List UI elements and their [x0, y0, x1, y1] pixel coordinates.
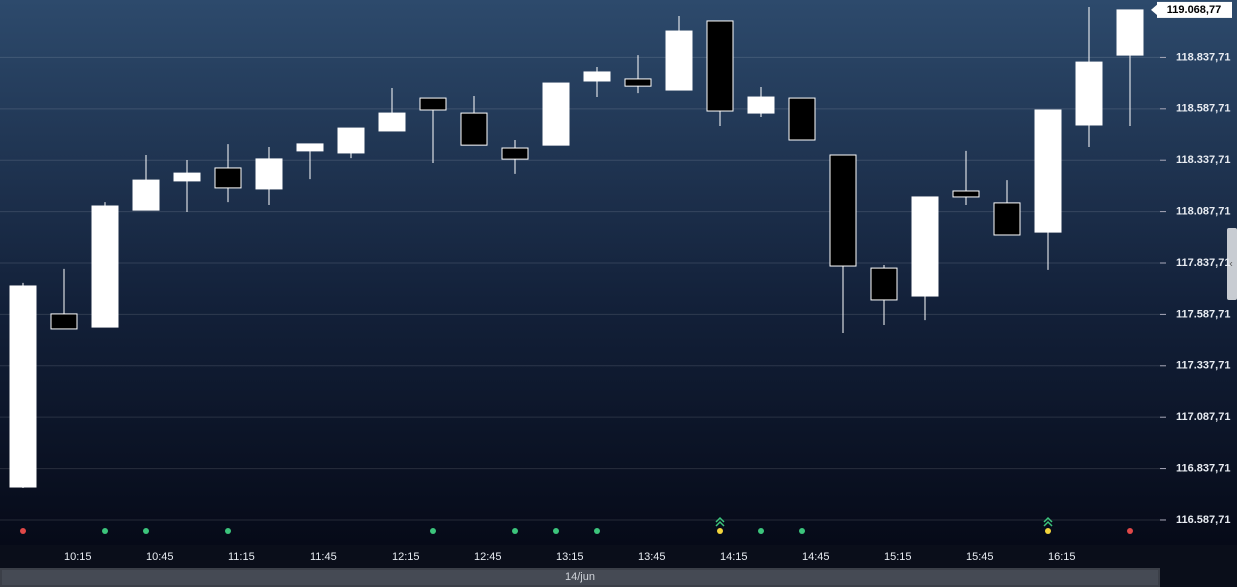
x-tick-label: 15:15 [884, 551, 912, 563]
candle-body [337, 127, 365, 154]
y-tick-label: 118.837,71 [1176, 51, 1230, 63]
candle-body [542, 82, 570, 146]
candle-body [788, 97, 816, 141]
marks [0, 6, 1160, 534]
x-tick-label: 11:15 [228, 551, 255, 563]
candle-body [173, 172, 201, 182]
y-tick-label: 117.087,71 [1176, 411, 1230, 423]
y-tick-label: 117.837,71 [1176, 257, 1230, 269]
x-tick-label: 16:15 [1048, 551, 1076, 563]
candle-body [9, 285, 37, 488]
last-price-pointer [1151, 3, 1158, 16]
handle-arrow[interactable]: ‹ [1229, 259, 1232, 270]
candle-body [1116, 9, 1144, 56]
signal-dot [20, 528, 26, 534]
y-tick-label: 118.587,71 [1176, 103, 1230, 115]
candle-body [624, 78, 652, 87]
signal-chevron [1043, 516, 1053, 527]
x-tick-label: 11:45 [310, 551, 337, 563]
candle-body [378, 112, 406, 132]
x-tick-label: 14:45 [802, 551, 830, 563]
signal-dot [594, 528, 600, 534]
candle-body [501, 147, 529, 160]
y-tick-label: 117.587,71 [1176, 308, 1230, 320]
signal-dot [143, 528, 149, 534]
candle-body [870, 267, 898, 301]
candle-body [952, 190, 980, 198]
signal-dot [225, 528, 231, 534]
y-tick-label: 117.337,71 [1176, 360, 1230, 372]
candle-body [747, 96, 775, 114]
candle-body [255, 158, 283, 190]
x-axis-band [0, 545, 1160, 568]
x-tick-label: 10:45 [146, 551, 174, 563]
signal-dot [102, 528, 108, 534]
y-tick-label: 116.587,71 [1176, 514, 1230, 526]
last-price-label: 119.068,77 [1167, 4, 1221, 16]
date-label: 14/jun [565, 571, 595, 583]
candle-body [91, 205, 119, 328]
signal-dot [1127, 528, 1133, 534]
candle-body [829, 154, 857, 267]
signal-dot [758, 528, 764, 534]
x-tick-label: 12:45 [474, 551, 502, 563]
side-handle[interactable] [1227, 228, 1237, 300]
signal-dot [553, 528, 559, 534]
x-tick-label: 10:15 [64, 551, 92, 563]
candle-body [1075, 61, 1103, 126]
x-tick-label: 13:15 [556, 551, 584, 563]
y-tick-label: 118.337,71 [1176, 154, 1230, 166]
signal-dot [799, 528, 805, 534]
date-bar-inner [2, 570, 1158, 585]
last-price-box [1157, 1, 1232, 18]
candle-body [993, 202, 1021, 236]
candle-body [50, 313, 78, 330]
x-tick-label: 12:15 [392, 551, 420, 563]
candle-body [1034, 109, 1062, 233]
candle-body [132, 179, 160, 211]
candle-body [665, 30, 693, 91]
candle-body [296, 143, 324, 152]
candle-body [460, 112, 488, 146]
candle-body [214, 167, 242, 189]
candle-body [583, 71, 611, 82]
x-tick-label: 14:15 [720, 551, 748, 563]
signal-dot [1045, 528, 1051, 534]
y-tick-label: 118.087,71 [1176, 206, 1230, 218]
candle-body [419, 97, 447, 111]
plot-background [0, 0, 1237, 545]
candle-body [706, 20, 734, 112]
signal-dot [717, 528, 723, 534]
signal-dot [430, 528, 436, 534]
candle-body [911, 196, 939, 297]
signal-dot [512, 528, 518, 534]
x-tick-label: 15:45 [966, 551, 994, 563]
signal-chevron [715, 516, 725, 527]
corner [1160, 545, 1237, 587]
x-tick-label: 13:45 [638, 551, 666, 563]
y-tick-label: 116.837,71 [1176, 462, 1230, 474]
